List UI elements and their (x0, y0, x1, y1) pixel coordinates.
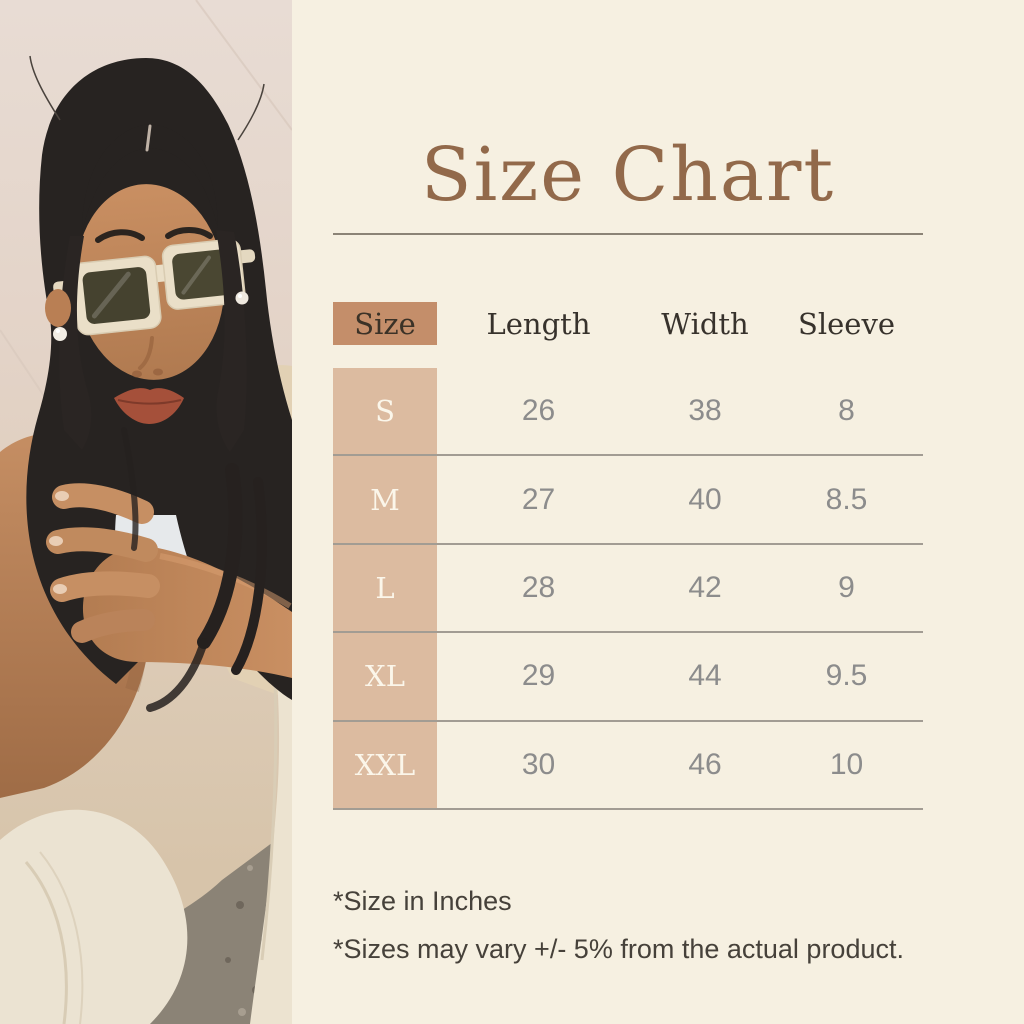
sleeve-value: 9 (838, 570, 855, 604)
size-label: XXL (333, 721, 437, 808)
column-header-length: Length (486, 306, 591, 341)
width-value: 42 (688, 570, 722, 604)
size-label: L (333, 544, 437, 632)
column-header-size: Size (333, 302, 437, 345)
width-value: 40 (688, 482, 722, 516)
column-header-sleeve: Sleeve (797, 306, 895, 341)
column-header-width: Width (661, 306, 749, 341)
table-row: S 26 38 8 (333, 368, 923, 457)
table-row: M 27 40 8.5 (333, 456, 923, 545)
width-value: 46 (688, 747, 722, 781)
size-chart-panel: Size Chart Size Length Width Sleeve S 26… (333, 0, 923, 965)
table-row: XXL 30 46 10 (333, 721, 923, 810)
width-value: 38 (688, 394, 722, 428)
length-value: 28 (521, 570, 556, 604)
page-title: Size Chart (420, 132, 836, 218)
width-value: 44 (688, 659, 722, 693)
size-table: Size Length Width Sleeve S 26 38 8 M 27 … (333, 302, 923, 810)
length-value: 26 (521, 394, 556, 428)
title-underline (333, 233, 923, 235)
note-tolerance: *Sizes may vary +/- 5% from the actual p… (333, 933, 904, 964)
length-value: 27 (521, 482, 556, 516)
model-photo-illustration (0, 0, 292, 1024)
note-units: *Size in Inches (333, 885, 512, 916)
sleeve-value: 8.5 (825, 482, 868, 516)
length-value: 29 (521, 659, 556, 693)
size-label: XL (333, 633, 437, 720)
model-photo (0, 0, 292, 1024)
table-row: L 28 42 9 (333, 544, 923, 634)
length-value: 30 (521, 747, 556, 781)
sleeve-value: 10 (829, 747, 864, 781)
table-header-row: Size Length Width Sleeve (333, 302, 923, 345)
table-row: XL 29 44 9.5 (333, 633, 923, 722)
table-body: S 26 38 8 M 27 40 8.5 L 28 42 9 (333, 368, 923, 810)
sleeve-value: 9.5 (825, 659, 868, 693)
size-label: M (333, 456, 437, 543)
sleeve-value: 8 (838, 394, 855, 428)
size-label: S (333, 368, 437, 455)
